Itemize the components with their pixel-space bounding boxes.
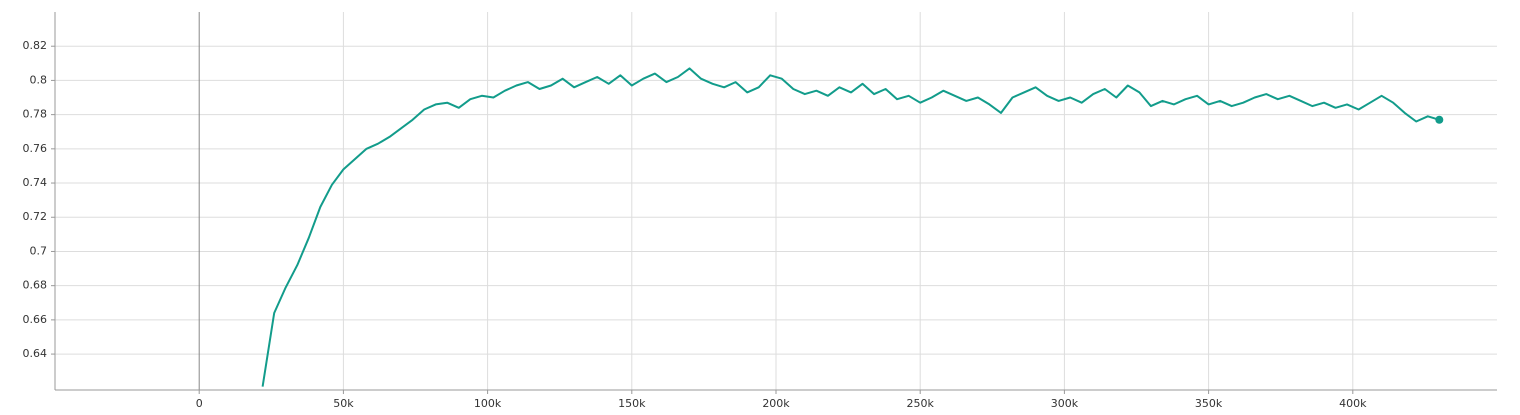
y-tick-label: 0.82	[23, 39, 48, 52]
x-tick-label: 150k	[618, 397, 646, 410]
x-tick-label: 350k	[1195, 397, 1223, 410]
y-tick-label: 0.8	[30, 73, 48, 86]
y-tick-label: 0.66	[23, 313, 48, 326]
y-tick-label: 0.76	[23, 142, 48, 155]
x-tick-label: 250k	[907, 397, 935, 410]
x-tick-label: 100k	[474, 397, 502, 410]
y-tick-label: 0.7	[30, 244, 48, 257]
line	[261, 67, 1440, 387]
y-tick-label: 0.64	[23, 347, 48, 360]
x-tick-label: 200k	[762, 397, 790, 410]
x-tick-label: 50k	[333, 397, 354, 410]
x-tick-label: 0	[196, 397, 203, 410]
x-tick-label: 300k	[1051, 397, 1079, 410]
y-tick-label: 0.72	[23, 210, 48, 223]
y-tick-label: 0.74	[23, 176, 48, 189]
x-tick-label: 400k	[1339, 397, 1367, 410]
y-tick-label: 0.78	[23, 108, 48, 121]
y-tick-label: 0.68	[23, 279, 48, 292]
last-point	[1435, 115, 1444, 124]
